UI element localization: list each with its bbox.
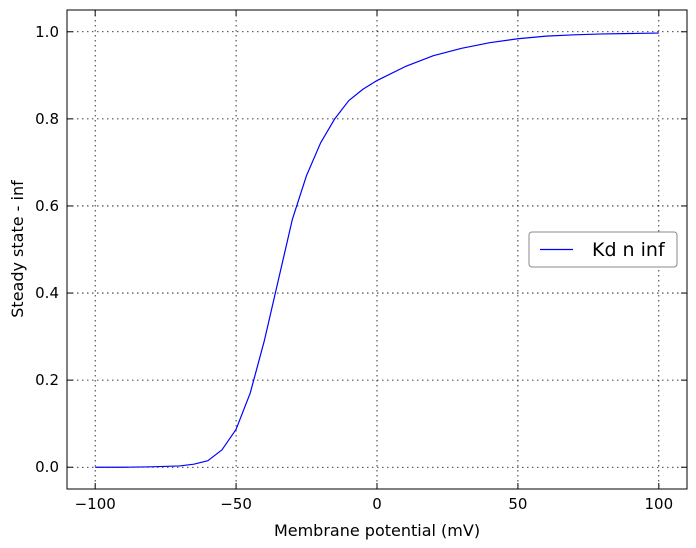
y-tick-label: 1.0: [35, 23, 59, 41]
y-tick-label: 0.2: [35, 371, 59, 389]
plot-frame: [66, 9, 688, 490]
legend-box: [528, 231, 678, 268]
series-layer: [95, 32, 659, 468]
x-tick-label: 50: [508, 495, 527, 513]
y-tick-label: 0.8: [35, 110, 59, 128]
x-tick-label: −50: [220, 495, 252, 513]
grid-lines: [67, 10, 687, 489]
x-tick-label: 100: [644, 495, 673, 513]
axis-ticks: [67, 10, 687, 489]
series-line-kd-n-inf: [95, 32, 659, 468]
x-tick-label: 0: [372, 495, 382, 513]
y-tick-label: 0.6: [35, 197, 59, 215]
legend: Kd n inf: [528, 231, 678, 268]
x-axis-label: Membrane potential (mV): [274, 521, 480, 540]
y-tick-label: 0.0: [35, 458, 59, 476]
legend-label-kd-n-inf: Kd n inf: [592, 239, 666, 261]
y-axis-label: Steady state - inf: [8, 180, 27, 318]
y-tick-label: 0.4: [35, 284, 59, 302]
tick-labels: −100 −50 0 50 100 0.0 0.2 0.4 0.6 0.8 1.0: [35, 23, 673, 513]
x-tick-label: −100: [75, 495, 116, 513]
